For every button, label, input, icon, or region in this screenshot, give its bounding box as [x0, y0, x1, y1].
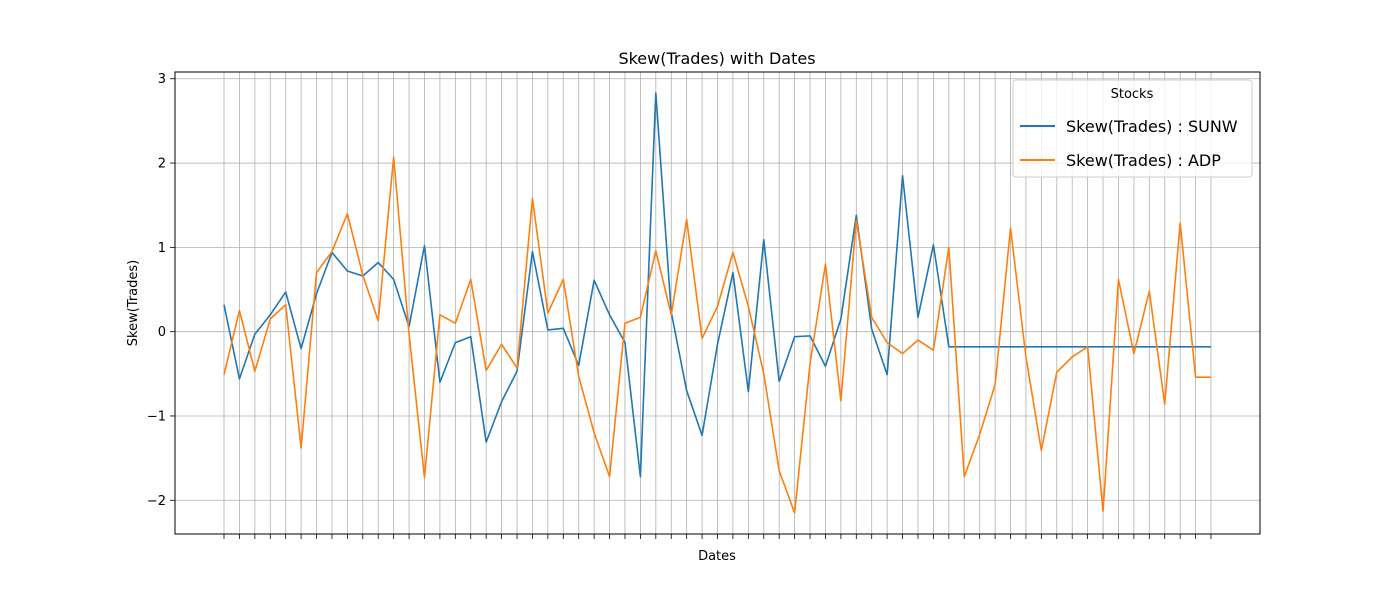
legend-title: Stocks	[1111, 87, 1154, 102]
series-line-sunw	[223, 92, 1211, 478]
legend-box	[1012, 79, 1253, 178]
y-tick-label: 3	[158, 72, 166, 87]
y-tick-label: 0	[158, 325, 166, 340]
y-axis-label: Skew(Trades)	[126, 260, 141, 346]
tick-layer: −2 −1 0 1 2 3	[147, 72, 1212, 539]
series-line-adp	[223, 156, 1211, 514]
series-layer	[223, 92, 1211, 514]
y-tick-label: 1	[158, 241, 166, 256]
x-axis-label: Dates	[698, 549, 736, 564]
chart-title: Skew(Trades) with Dates	[618, 49, 815, 68]
legend: Stocks Skew(Trades) : SUNW Skew(Trades) …	[1012, 79, 1253, 178]
y-tick-label: −2	[147, 494, 166, 509]
legend-label-adp: Skew(Trades) : ADP	[1066, 151, 1221, 170]
legend-label-sunw: Skew(Trades) : SUNW	[1066, 117, 1238, 136]
y-tick-label: 2	[158, 157, 166, 172]
y-tick-label: −1	[147, 409, 166, 424]
